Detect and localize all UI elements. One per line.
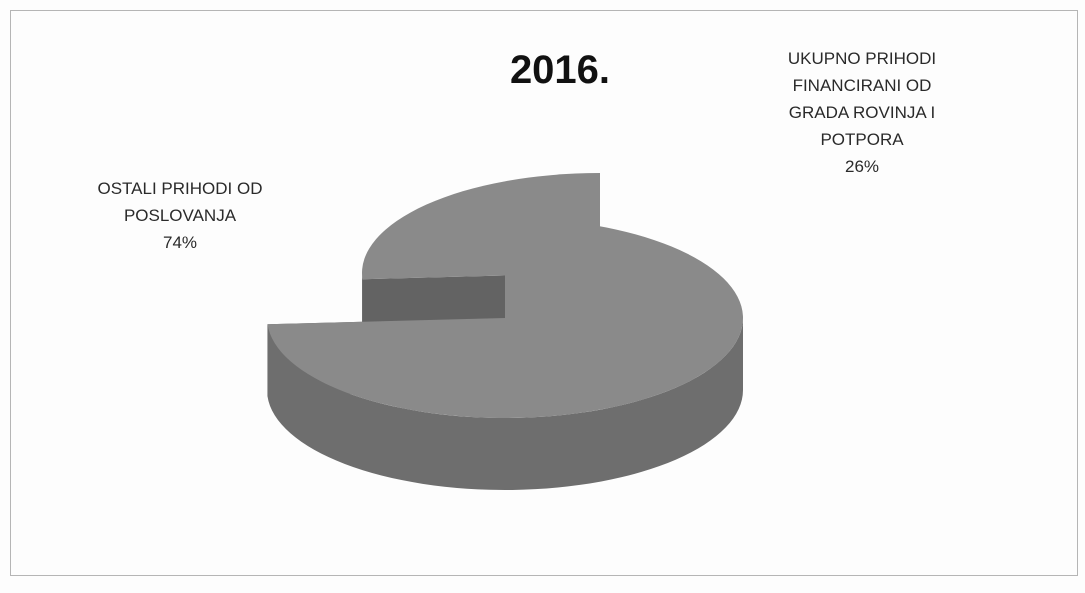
slice-value-label: 26% (844, 157, 880, 176)
slice-label: UKUPNO PRIHODI FINANCIRANI OD GRADA ROVI… (762, 45, 962, 180)
chart-frame (10, 10, 1078, 576)
slice-side (267, 318, 743, 490)
slice (267, 218, 743, 418)
slice-category: UKUPNO PRIHODI FINANCIRANI OD GRADA ROVI… (787, 49, 937, 149)
slice-label: OSTALI PRIHODI OD POSLOVANJA 74% (80, 175, 280, 256)
chart-title: 2016. (509, 48, 611, 92)
slice-value-label: 74% (162, 233, 198, 252)
slice-category: OSTALI PRIHODI OD POSLOVANJA (97, 179, 263, 225)
